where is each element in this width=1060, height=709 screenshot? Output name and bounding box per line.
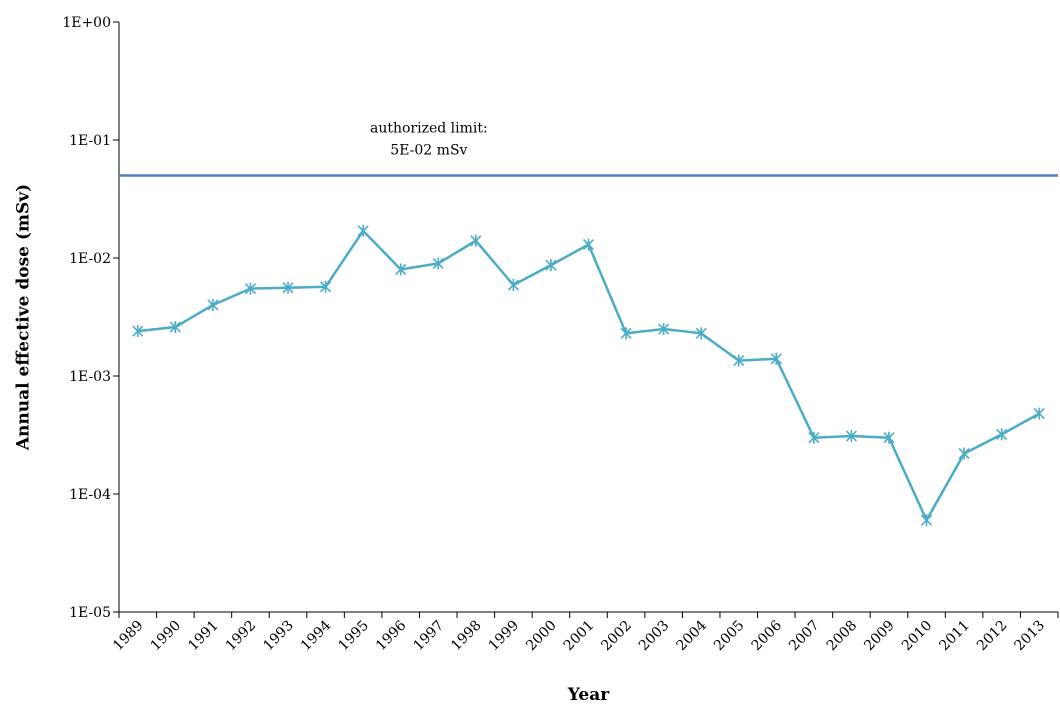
data-point-marker [620,327,632,340]
x-tick-label: 2012 [974,618,1011,655]
y-tick-label: 1E-05 [69,605,111,621]
x-tick-label: 2000 [523,618,560,655]
data-point-marker [432,257,444,270]
y-tick-labels: 1E+00 1E-01 1E-02 1E-03 1E-04 1E-05 [62,15,111,621]
x-tick-label: 1995 [335,618,372,655]
data-point-marker [357,224,369,237]
x-tick-label: 1990 [148,618,185,655]
data-point-marker [958,447,970,460]
x-tick-label: 2007 [786,618,823,655]
data-point-marker [320,280,332,293]
data-point-marker [808,431,820,444]
x-tick-label: 1996 [373,617,410,654]
x-tick-label: 2011 [936,618,973,655]
data-point-marker [507,279,519,292]
data-point-marker [996,428,1008,441]
dose-series-line [137,228,1040,523]
x-axis-title: Year [567,685,610,705]
data-point-marker [282,281,294,294]
data-point-marker [658,323,670,336]
data-point-marker [169,321,181,334]
data-point-marker [845,430,857,443]
x-tick-label: 2002 [598,618,635,655]
x-tick-label: 2001 [561,618,598,655]
y-tick-label: 1E-03 [69,369,111,385]
y-axis-title: Annual effective dose (mSv) [14,184,34,451]
data-point-marker [883,431,895,444]
data-point-marker [582,238,595,251]
y-axis-ticks [113,21,119,613]
dose-series-markers [132,224,1045,527]
authorized-limit-label-line2: 5E-02 mSv [390,143,467,159]
authorized-limit-label-line1: authorized limit: [370,121,488,137]
data-point-marker [395,263,407,276]
y-tick-label: 1E+00 [62,15,111,31]
data-point-marker [244,282,257,295]
x-tick-label: 2004 [673,617,710,654]
y-tick-label: 1E-02 [69,251,111,267]
data-point-marker [695,327,707,340]
x-tick-label: 1994 [298,617,335,654]
x-tick-label: 2005 [711,618,748,655]
x-tick-label: 1989 [110,618,147,655]
x-tick-label: 2010 [899,618,936,655]
data-point-marker [1033,407,1045,420]
x-tick-labels: 1989 1990 1991 1992 1993 1994 1995 1996 1997 1998… [110,617,1048,654]
x-tick-label: 1992 [223,618,260,655]
x-axis-ticks [118,612,1059,618]
x-tick-label: 1998 [448,618,485,655]
x-tick-label: 2006 [749,617,786,654]
y-tick-label: 1E-01 [69,133,111,149]
data-point-marker [770,352,782,365]
x-tick-label: 1997 [411,618,448,655]
data-point-marker [545,259,557,272]
x-tick-label: 2008 [824,618,861,655]
x-tick-label: 2003 [636,618,673,655]
x-tick-label: 2013 [1012,618,1049,655]
x-tick-label: 1993 [260,618,297,655]
data-point-marker [920,514,933,527]
data-point-marker [132,325,144,338]
x-tick-label: 1991 [185,618,222,655]
data-point-marker [733,354,745,367]
data-point-marker [470,234,482,247]
x-tick-label: 1999 [486,618,523,655]
y-tick-label: 1E-04 [69,487,111,503]
data-point-marker [207,298,219,311]
x-tick-label: 2009 [861,618,898,655]
